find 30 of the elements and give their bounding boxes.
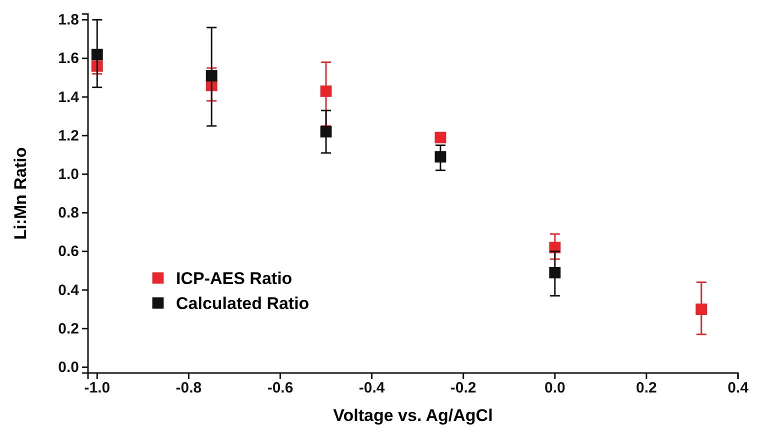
y-tick-label: 1.6 bbox=[58, 50, 79, 68]
x-tick-label: 0.0 bbox=[544, 380, 566, 397]
y-tick-label: 1.2 bbox=[58, 127, 79, 144]
y-tick-label: 0.4 bbox=[58, 282, 80, 299]
x-tick-label: -0.4 bbox=[358, 380, 386, 397]
point bbox=[91, 48, 103, 60]
y-tick-label: 0.6 bbox=[58, 243, 79, 260]
point bbox=[696, 304, 708, 316]
point bbox=[320, 86, 332, 97]
point bbox=[206, 70, 218, 82]
x-tick-label: -0.6 bbox=[267, 380, 294, 397]
y-tick-label: 0.2 bbox=[58, 320, 79, 338]
x-tick-label: 0.2 bbox=[636, 380, 657, 397]
x-tick-label: -0.2 bbox=[450, 380, 476, 397]
y-tick-label: 0.0 bbox=[58, 359, 79, 376]
y-tick-label: 0.8 bbox=[58, 204, 79, 222]
y-tick-label: 1.4 bbox=[58, 88, 80, 106]
point bbox=[549, 266, 561, 278]
x-tick-label: -0.8 bbox=[176, 380, 202, 397]
point bbox=[434, 151, 446, 163]
point bbox=[320, 126, 332, 138]
legend-label: ICP-AES Ratio bbox=[176, 269, 292, 288]
legend-label: Calculated Ratio bbox=[176, 294, 310, 313]
x-tick-label: -1.0 bbox=[84, 380, 110, 397]
y-tick-label: 1.8 bbox=[58, 12, 79, 29]
y-tick-label: 1.0 bbox=[58, 166, 79, 183]
y-axis-title: Li:Mn Ratio bbox=[11, 147, 30, 240]
point bbox=[434, 132, 446, 144]
x-axis-title: Voltage vs. Ag/AgCl bbox=[333, 406, 493, 425]
x-tick-label: 0.4 bbox=[728, 380, 750, 397]
